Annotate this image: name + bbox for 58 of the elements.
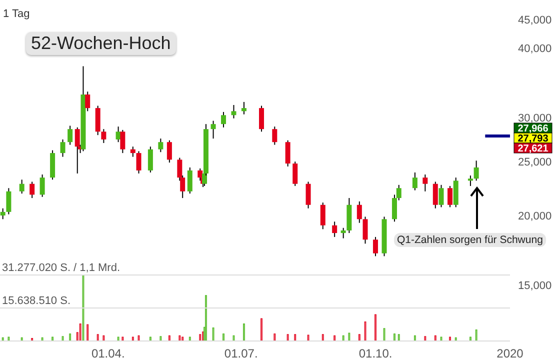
candlestick	[272, 126, 278, 146]
candlestick	[120, 129, 126, 154]
candlestick	[320, 202, 326, 230]
candlestick	[285, 140, 290, 167]
y-tick-label: 20,000	[518, 210, 552, 222]
y-tick-label: 25,000	[518, 156, 552, 168]
y-tick-label: 15,000	[518, 280, 552, 292]
x-tick-label: 01.10.	[358, 346, 392, 361]
candlestick	[166, 140, 172, 164]
ref-line-label: 27,793	[518, 134, 549, 145]
annotation: 52-Wochen-Hoch	[26, 32, 176, 55]
candlestick	[474, 160, 479, 182]
candlestick	[468, 175, 473, 186]
candlestick	[412, 172, 418, 191]
y-tick-label: 30,000	[518, 112, 552, 124]
ref-line-label: 31.277.020 S. / 1,1 Mrd.	[2, 262, 120, 274]
candlestick	[40, 174, 45, 198]
candlestick	[6, 188, 12, 215]
candlestick	[130, 146, 136, 158]
candlestick	[362, 216, 368, 244]
candlestick	[19, 179, 24, 194]
chart-subtitle: 1 Tag	[3, 8, 30, 20]
candlestick	[198, 168, 203, 182]
candlestick	[148, 146, 153, 173]
candlestick	[292, 161, 298, 186]
candlestick	[95, 105, 100, 136]
candlestick	[332, 221, 338, 238]
x-tick-label: 01.07.	[224, 346, 258, 361]
candlestick	[136, 150, 142, 174]
ref-line-label: 15.638.510 S.	[2, 295, 71, 307]
text: 27,966	[518, 124, 549, 135]
candlestick	[60, 138, 66, 158]
candlestick	[340, 227, 346, 239]
candlestick	[432, 181, 438, 209]
text: 27,621	[518, 144, 549, 155]
candlestick	[187, 166, 192, 194]
annotation: Q1-Zahlen sorgen für Schwung	[394, 233, 546, 247]
candlestick	[356, 200, 362, 224]
candlestick	[438, 184, 444, 208]
candlestick	[306, 181, 311, 209]
candlestick	[448, 185, 453, 208]
x-tick-label: 01.04.	[91, 346, 125, 361]
y-tick-label: 40,000	[518, 42, 552, 55]
candlestick	[422, 174, 428, 192]
candlestick	[372, 236, 378, 257]
candlestick	[30, 181, 35, 199]
candlestick	[101, 128, 106, 144]
candlestick	[241, 101, 246, 115]
candlestick	[68, 125, 73, 146]
candlestick	[158, 138, 164, 153]
candlestick	[259, 105, 264, 132]
y-tick-label: 45,000	[518, 14, 552, 26]
candlestick	[85, 91, 90, 112]
candlestick	[221, 111, 226, 128]
x-tick-label: 2020	[496, 346, 524, 361]
candlestick	[210, 120, 216, 140]
candlestick	[0, 208, 6, 220]
candlestick	[231, 104, 236, 119]
